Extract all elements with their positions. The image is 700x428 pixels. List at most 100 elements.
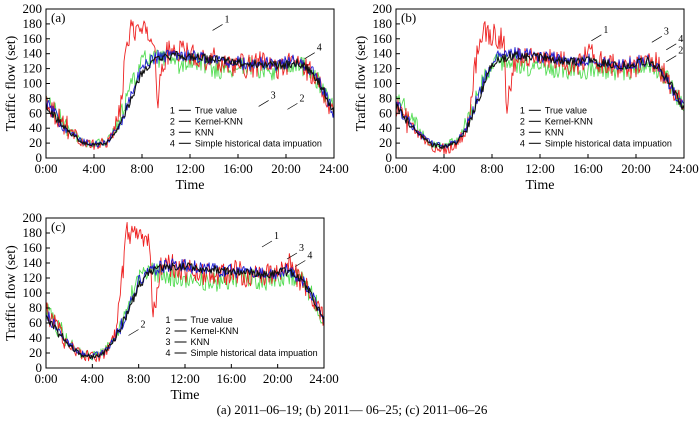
callout-label: 2 [678, 46, 683, 57]
callout-leader [591, 34, 602, 42]
y-tick-label: 20 [29, 345, 42, 360]
x-tick-label: 8:00 [127, 371, 150, 386]
y-tick-label: 140 [23, 46, 43, 61]
y-tick-label: 140 [23, 255, 43, 270]
panel-tag: (b) [401, 10, 416, 25]
y-tick-label: 160 [373, 31, 393, 46]
y-tick-label: 100 [373, 76, 393, 91]
legend-label: Kernel-KNN [191, 326, 239, 336]
callout-leader [212, 24, 223, 31]
y-tick-label: 100 [23, 76, 43, 91]
legend-number: 4 [166, 348, 171, 358]
legend-label: True value [545, 105, 587, 115]
legend-label: KNN [195, 127, 214, 137]
series-line-true-value [45, 19, 335, 150]
callout-label: 4 [307, 251, 312, 262]
series-line-true-value [45, 221, 325, 363]
legend-label: True value [195, 105, 237, 115]
x-tick-label: 12:00 [170, 371, 200, 386]
callout-leader [286, 252, 298, 260]
callout-leader [287, 103, 298, 110]
x-tick-label: 0:00 [34, 161, 57, 176]
callout-leader [304, 52, 315, 60]
x-axis-label: Time [175, 178, 204, 193]
x-tick-label: 8:00 [480, 161, 503, 176]
panel-tag: (c) [51, 219, 65, 234]
y-tick-label: 120 [23, 270, 43, 285]
legend-label: Simple historical data impuation [195, 138, 322, 148]
y-tick-label: 20 [29, 135, 42, 150]
x-axis-label: Time [170, 388, 199, 403]
y-tick-label: 140 [373, 46, 393, 61]
y-tick-label: 40 [29, 120, 42, 135]
y-tick-label: 20 [379, 135, 392, 150]
legend-number: 3 [520, 127, 525, 137]
y-tick-label: 40 [379, 120, 392, 135]
legend-number: 2 [166, 326, 171, 336]
series-line-kernel-knn [45, 49, 335, 148]
y-tick-label: 0 [36, 150, 43, 165]
y-tick-label: 180 [23, 225, 43, 240]
y-axis-label: Traffic flow (set) [4, 35, 19, 131]
callout-label: 1 [603, 25, 608, 36]
y-tick-label: 200 [23, 1, 43, 16]
legend-number: 1 [520, 105, 525, 115]
callout-leader [258, 100, 269, 107]
series-line-knn [395, 53, 685, 150]
y-tick-label: 60 [29, 315, 42, 330]
legend-number: 4 [170, 138, 175, 148]
x-tick-label: 16:00 [217, 371, 247, 386]
panel-tag: (a) [51, 10, 65, 25]
y-tick-label: 60 [379, 105, 392, 120]
y-tick-label: 80 [29, 300, 42, 315]
y-tick-label: 80 [379, 90, 392, 105]
legend-label: KNN [191, 337, 210, 347]
x-tick-label: 20:00 [621, 161, 651, 176]
x-axis-label: Time [525, 178, 554, 193]
y-tick-label: 80 [29, 90, 42, 105]
x-tick-label: 4:00 [432, 161, 455, 176]
legend-label: True value [191, 315, 233, 325]
y-tick-label: 200 [373, 1, 393, 16]
y-tick-label: 120 [373, 61, 393, 76]
legend-number: 4 [520, 138, 525, 148]
x-tick-label: 0:00 [34, 371, 57, 386]
series-line-kernel-knn [395, 47, 685, 149]
legend-number: 1 [170, 105, 175, 115]
x-tick-label: 16:00 [223, 161, 253, 176]
x-tick-label: 16:00 [573, 161, 603, 176]
callout-label: 1 [225, 14, 230, 25]
legend-label: Kernel-KNN [545, 116, 593, 126]
legend-label: Simple historical data impuation [191, 348, 318, 358]
y-tick-label: 100 [23, 285, 43, 300]
y-tick-label: 180 [373, 16, 393, 31]
figure-caption: (a) 2011–06–19; (b) 2011— 06–25; (c) 201… [217, 402, 488, 417]
x-tick-label: 8:00 [130, 161, 153, 176]
y-axis-label: Traffic flow (set) [354, 35, 369, 131]
legend-number: 3 [170, 127, 175, 137]
legend-label: Simple historical data impuation [545, 138, 672, 148]
y-tick-label: 60 [29, 105, 42, 120]
x-tick-label: 12:00 [175, 161, 205, 176]
x-tick-label: 12:00 [525, 161, 555, 176]
callout-label: 2 [141, 320, 146, 331]
x-tick-label: 24:00 [319, 161, 349, 176]
legend-label: KNN [545, 127, 564, 137]
legend-label: Kernel-KNN [195, 116, 243, 126]
x-tick-label: 20:00 [271, 161, 301, 176]
callout-label: 3 [664, 26, 669, 37]
x-tick-label: 4:00 [81, 371, 104, 386]
y-tick-label: 120 [23, 61, 43, 76]
callout-leader [295, 260, 306, 267]
y-tick-label: 40 [29, 330, 42, 345]
series-line-simple-historical [45, 262, 325, 359]
plot-frame [395, 8, 685, 159]
callout-label: 3 [271, 90, 276, 101]
x-tick-label: 24:00 [669, 161, 699, 176]
x-tick-label: 0:00 [384, 161, 407, 176]
callout-label: 3 [299, 243, 304, 254]
